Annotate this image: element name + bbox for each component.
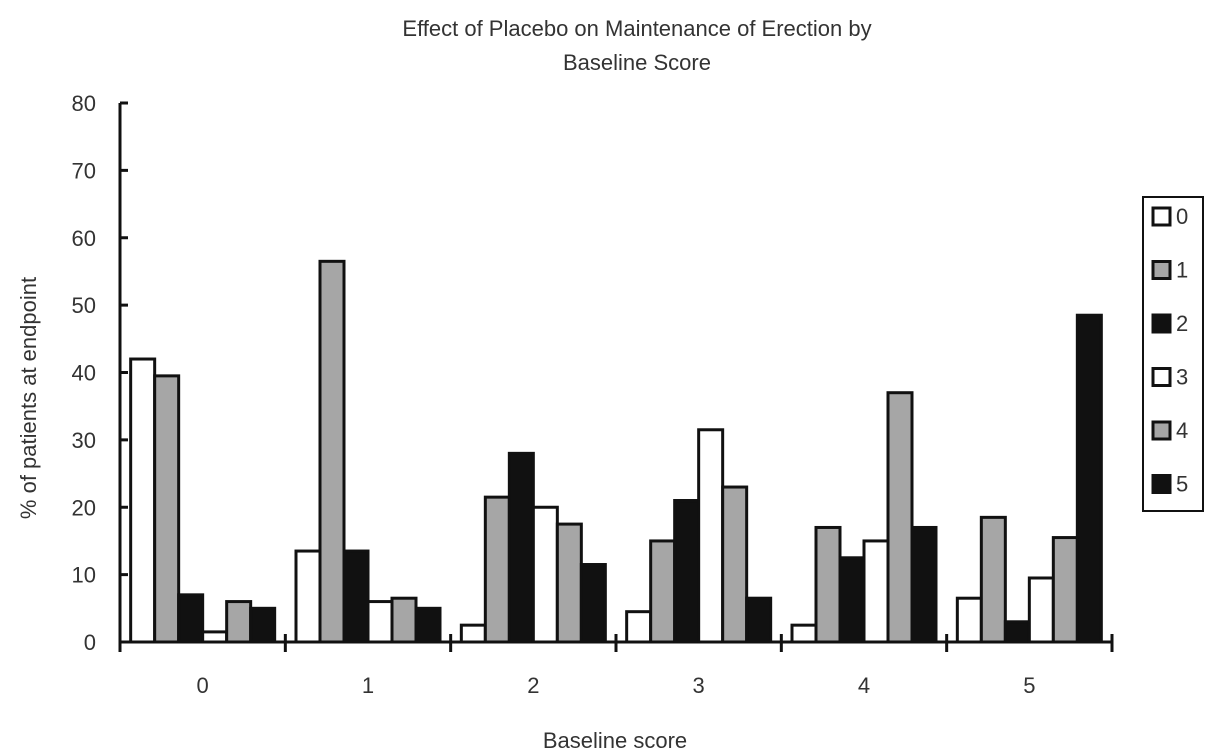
legend: 0 1 2 3 4 5 (1142, 196, 1204, 512)
y-tick-label: 20 (72, 495, 96, 520)
bar (366, 600, 394, 644)
bar (697, 428, 725, 644)
bar (342, 549, 370, 644)
bar (1075, 313, 1103, 644)
chart-subtitle: Baseline Score (563, 50, 711, 75)
x-tick-label: 5 (1023, 673, 1035, 698)
x-tick-label: 1 (362, 673, 374, 698)
legend-swatch (1151, 260, 1172, 280)
chart-title: Effect of Placebo on Maintenance of Erec… (402, 16, 871, 41)
bar (294, 549, 322, 644)
bar (555, 522, 583, 644)
bar (886, 391, 914, 644)
bar (129, 357, 157, 644)
legend-box (1142, 196, 1204, 512)
bar (745, 596, 773, 644)
legend-swatch (1151, 313, 1172, 334)
bar (318, 259, 346, 644)
legend-swatch (1151, 420, 1172, 441)
x-tick-labels: 0 1 2 3 4 5 (197, 673, 1036, 698)
legend-label: 4 (1176, 418, 1188, 443)
y-tick-labels: 0 10 20 30 40 50 60 70 80 (72, 91, 96, 655)
bar (673, 499, 701, 644)
x-tick-label: 3 (693, 673, 705, 698)
bar (625, 610, 653, 644)
x-tick-label: 2 (527, 673, 539, 698)
bar (414, 606, 442, 644)
x-tick-label: 4 (858, 673, 870, 698)
y-tick-label: 0 (84, 630, 96, 655)
x-axis-label: Baseline score (543, 728, 687, 753)
bar (649, 539, 677, 644)
legend-swatch (1151, 367, 1172, 387)
bar (507, 451, 535, 644)
bar (1051, 536, 1079, 644)
bar (814, 525, 842, 644)
bar (910, 525, 938, 644)
bar (249, 606, 277, 644)
bars (129, 259, 1103, 644)
y-axis-label: % of patients at endpoint (16, 277, 41, 519)
bar (955, 596, 983, 644)
legend-swatch (1151, 206, 1172, 227)
legend-label: 2 (1176, 311, 1188, 336)
y-tick-label: 70 (72, 158, 96, 183)
legend-label: 1 (1176, 258, 1188, 283)
bar (201, 630, 229, 644)
legend-label: 5 (1176, 472, 1188, 497)
bar (790, 623, 818, 644)
bar (177, 593, 205, 644)
bar (979, 515, 1007, 644)
legend-label: 0 (1176, 204, 1188, 229)
y-tick-label: 60 (72, 226, 96, 251)
y-tick-label: 50 (72, 293, 96, 318)
axes (118, 101, 1114, 652)
legend-swatch (1151, 474, 1172, 494)
bar (862, 539, 890, 644)
bar (721, 485, 749, 644)
y-tick-label: 10 (72, 563, 96, 588)
x-tick-label: 0 (197, 673, 209, 698)
bar (153, 374, 181, 644)
y-tick-label: 80 (72, 91, 96, 116)
y-tick-label: 40 (72, 361, 96, 386)
bar (390, 596, 418, 644)
bar (483, 495, 511, 644)
bar (1003, 620, 1031, 644)
bar (225, 600, 253, 644)
legend-label: 3 (1176, 365, 1188, 390)
bar (579, 563, 607, 644)
y-tick-label: 30 (72, 428, 96, 453)
bar (1027, 576, 1055, 644)
bar (838, 556, 866, 644)
bar (531, 505, 559, 644)
bar (459, 623, 487, 644)
